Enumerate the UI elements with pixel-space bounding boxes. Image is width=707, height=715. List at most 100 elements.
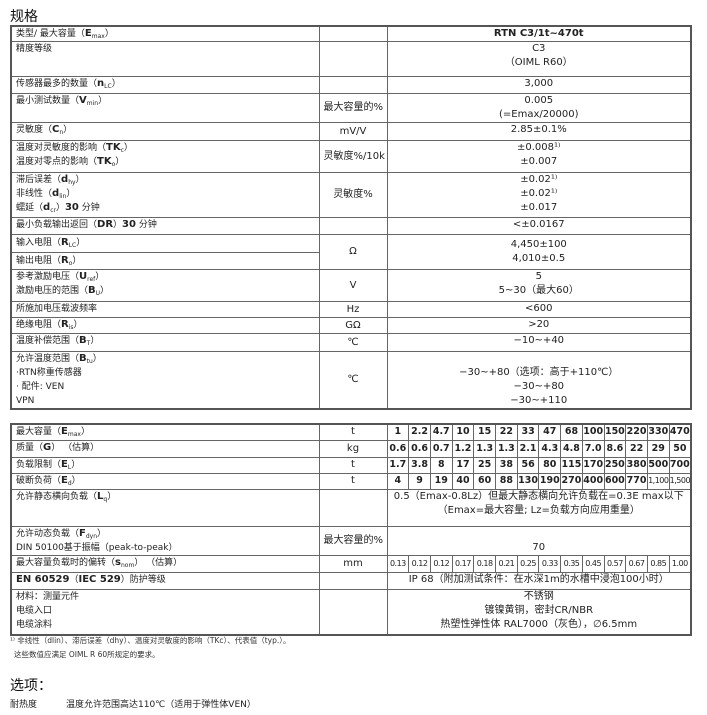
label-part: ） xyxy=(90,336,100,346)
capacity-value: 0.35 xyxy=(560,554,583,573)
capacity-value: 19 xyxy=(429,472,453,490)
value-line: 5~30（最大60） xyxy=(498,285,579,296)
label-part: ） （估算） xyxy=(51,442,100,453)
capacity-value: 770 xyxy=(625,472,648,490)
row-label: 最大容量负载时的偏转（snom） （估算） xyxy=(10,554,320,573)
label-part: ·RTN称重传感器 xyxy=(16,368,82,378)
capacity-value: 2.2 xyxy=(408,423,431,441)
label-part: 所施加电压载波频率 xyxy=(16,304,98,314)
capacity-value: 1,500 xyxy=(668,472,692,490)
label-part: 电缆入口 xyxy=(16,605,53,616)
value-line: ±0.007 xyxy=(520,156,558,167)
capacity-table: 最大容量（Emax） t 1 2.2 4.7 10 15 22 33 47 68 100 150 220 3… xyxy=(10,423,692,636)
value-line: 不锈钢 xyxy=(523,590,554,602)
value-cell: ±0.02¹⁾ ±0.02¹⁾ ±0.017 xyxy=(386,172,692,218)
label-part: cr xyxy=(50,207,56,214)
label-line: 精度等级 xyxy=(16,43,315,57)
capacity-value: 8.6 xyxy=(603,439,627,458)
label-part: ） xyxy=(71,459,81,470)
value-line: <±0.0167 xyxy=(512,219,565,230)
spec-row: 最小负载输出返回（DR）30 分钟 <±0.0167 xyxy=(10,217,692,235)
row-label: 类型/ 最大容量（Emax） xyxy=(10,25,320,42)
label-line: 温度补偿范围（BT） xyxy=(16,335,315,349)
capacity-value: 100 xyxy=(581,423,605,441)
unit-cell: 灵敏度% xyxy=(318,172,388,218)
capacity-value: 0.33 xyxy=(538,554,562,573)
capacity-value: 0.6 xyxy=(386,439,410,458)
label-part: 电缆涂料 xyxy=(16,619,53,630)
spec-row: 灵敏度（Cn） mV/V 2.85±0.1% xyxy=(10,122,692,141)
label-part: 激励电压的范围（ xyxy=(16,286,89,296)
spec-row: 精度等级 C3 （OIML R60） xyxy=(10,41,692,77)
label-part: n xyxy=(59,129,64,136)
capacity-value: 0.57 xyxy=(603,554,627,573)
unit-cell xyxy=(318,571,388,590)
span-value: 0.5（Emax-0.8Lz）但最大静态横向允许负载在=0.3E max以下 （E… xyxy=(386,488,692,527)
spec-row: 所施加电压载波频率 Hz <600 xyxy=(10,301,692,318)
label-part: LC xyxy=(104,83,112,90)
capacity-row: 允许静态横向负载（Lq） 0.5（Emax-0.8Lz）但最大静态横向允许负载在=… xyxy=(10,488,692,527)
label-part: 允许静态横向负载（ xyxy=(16,491,98,502)
label-part: ref xyxy=(87,276,96,283)
capacity-row: EN 60529（IEC 529）防护等级 IP 68（附加测试条件：在水深1m的… xyxy=(10,571,692,590)
capacity-value: 1.2 xyxy=(451,439,475,458)
value-line xyxy=(392,352,687,366)
label-line: ·RTN称重传感器 xyxy=(16,366,315,380)
value-line: （OIML R60） xyxy=(504,57,573,68)
unit-cell: ℃ xyxy=(318,351,388,410)
spec-row: 滞后误差（dhy） 非线性（dlin） 蠕延（dcr）30 分钟 灵敏度% ±0.02¹… xyxy=(10,172,692,218)
capacity-value: 0.18 xyxy=(473,554,497,573)
capacity-value: 0.25 xyxy=(516,554,540,573)
unit-cell: V xyxy=(318,269,388,302)
label-part: is xyxy=(68,324,74,331)
label-part: ） xyxy=(75,175,85,185)
label-part: 蠕延（ xyxy=(16,203,44,213)
label-part: ） （估算） xyxy=(134,557,183,568)
unit-cell xyxy=(318,588,388,636)
label-part: 参考激励电压（ xyxy=(16,272,80,282)
capacity-value: 10 xyxy=(451,423,475,441)
row-label: 允许温度范围（Btu） ·RTN称重传感器 · 配件: VEN VPN xyxy=(10,351,320,410)
label-part: 允许动态负载（ xyxy=(16,528,80,539)
label-part: U xyxy=(79,271,88,282)
unit-cell: Ω xyxy=(318,234,388,270)
label-part: DR xyxy=(97,219,114,230)
capacity-value: 60 xyxy=(473,472,497,490)
options-title: 选项： xyxy=(10,678,52,694)
value-line: 镀镍黄铜，密封CR/NBR xyxy=(484,604,594,616)
value-line: <600 xyxy=(525,303,553,314)
label-part: lin xyxy=(59,193,67,200)
value-line: ±0.02¹⁾ xyxy=(520,188,558,199)
label-line: 滞后误差（dhy） xyxy=(16,174,315,188)
value-line: 热塑性弹性体 RAL7000（灰色），∅6.5mm xyxy=(440,618,638,630)
row-label: 允许静态横向负载（Lq） xyxy=(10,488,320,527)
unit-cell: mm xyxy=(318,554,388,573)
label-part: V xyxy=(79,95,87,106)
value-cell: −10~+40 xyxy=(386,333,692,352)
label-part: ） xyxy=(100,286,110,296)
label-part: ）防护等级 xyxy=(120,574,166,585)
capacity-value: 0.45 xyxy=(581,554,605,573)
row-label: 灵敏度（Cn） xyxy=(10,122,320,141)
value-line: >20 xyxy=(528,319,550,330)
capacity-value: 220 xyxy=(625,423,648,441)
label-part: 负载限制（ xyxy=(16,459,62,470)
label-part: E xyxy=(61,426,68,437)
value-line: 2.85±0.1% xyxy=(510,124,567,135)
capacity-row: 最大容量（Emax） t 1 2.2 4.7 10 15 22 33 47 68 100 150 220 3… xyxy=(10,423,692,441)
spec-row: 温度补偿范围（BT） ℃ −10~+40 xyxy=(10,333,692,352)
capacity-value: 470 xyxy=(668,423,692,441)
capacity-row: 质量（G） （估算） kg 0.6 0.6 0.7 1.2 1.3 1.3 2.1 4.3 4.8 7… xyxy=(10,439,692,458)
label-part: 最小负载输出返回（ xyxy=(16,220,98,230)
label-part: ） xyxy=(76,238,86,248)
value-cell: 2.85±0.1% xyxy=(386,122,692,141)
unit-cell xyxy=(318,76,388,94)
capacity-value: 38 xyxy=(495,456,518,474)
capacity-value: 250 xyxy=(603,456,627,474)
row-label: 最大容量（Emax） xyxy=(10,423,320,441)
label-part: R xyxy=(61,237,69,248)
value-cell: −30~+80（选项：高于+110℃） −30~+80 −30~+110 xyxy=(386,351,692,410)
capacity-value: 33 xyxy=(516,423,540,441)
label-part: 质量（ xyxy=(16,442,44,453)
unit-cell: mV/V xyxy=(318,122,388,141)
